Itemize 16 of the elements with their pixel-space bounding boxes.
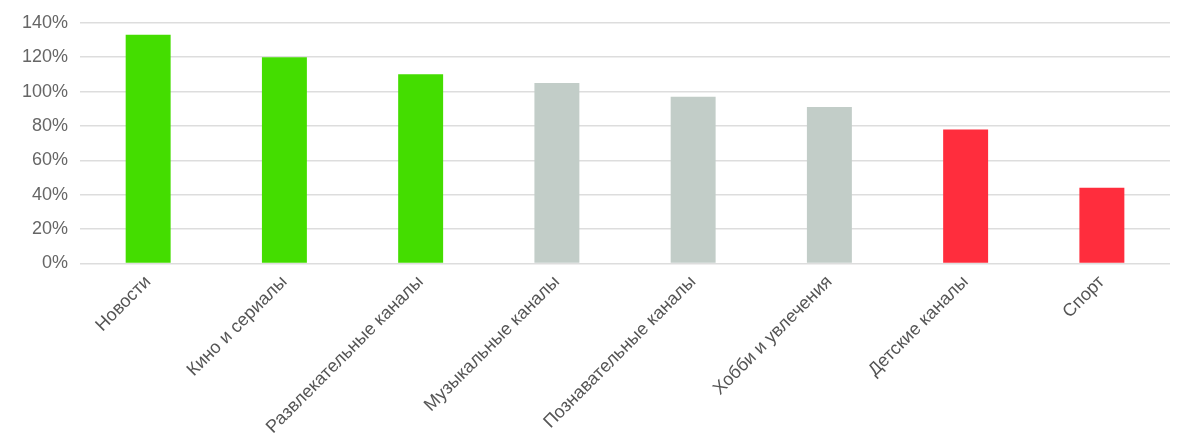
y-tick-label: 40% (32, 183, 69, 204)
y-tick-label: 80% (32, 114, 69, 135)
bar (261, 57, 307, 263)
bar (1079, 187, 1125, 263)
y-tick-label: 20% (32, 218, 69, 239)
y-tick-label: 100% (21, 80, 69, 101)
bar (398, 74, 444, 263)
y-tick-label: 120% (21, 46, 69, 67)
y-tick-label: 60% (32, 149, 69, 170)
bar (125, 34, 171, 263)
bar (670, 96, 716, 263)
y-tick-label: 140% (21, 11, 69, 32)
bar (806, 107, 852, 263)
bar (943, 129, 989, 263)
bar (534, 82, 580, 263)
y-tick-label: 0% (42, 252, 69, 273)
